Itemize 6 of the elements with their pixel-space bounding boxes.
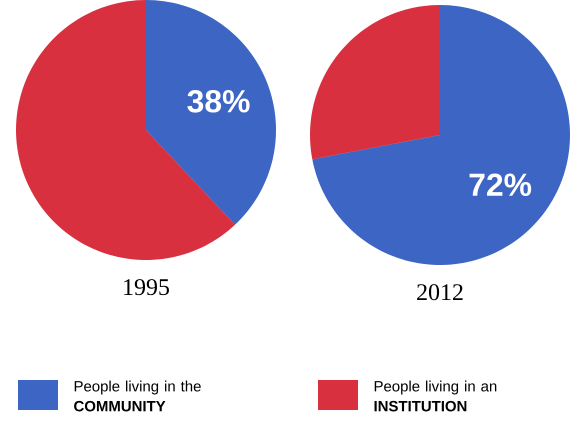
legend-label: People living in the COMMUNITY xyxy=(74,380,201,412)
text: 2012 xyxy=(417,284,463,300)
data-label: 38% xyxy=(187,90,250,113)
data-label: 72% xyxy=(470,173,532,196)
legend-label: People living in an INSTITUTION xyxy=(374,380,496,412)
text: 1995 xyxy=(124,279,169,296)
